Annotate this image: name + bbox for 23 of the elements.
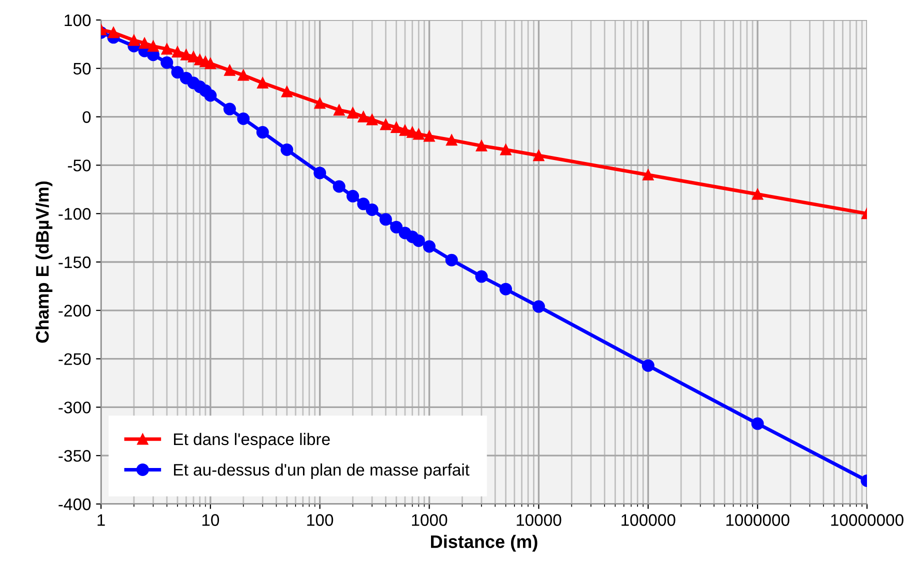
y-tick-label: 50 [73, 62, 91, 75]
y-tick-label: -400 [58, 498, 91, 510]
x-tick-label: 10000 [516, 514, 562, 526]
y-tick-label: -350 [58, 450, 91, 462]
legend-label: Et dans l'espace libre [174, 432, 330, 448]
y-axis-title: Champ E (dBµV/m) [36, 181, 52, 343]
x-tick-label: 10000000 [831, 514, 904, 526]
x-tick-label: 1 [98, 514, 105, 526]
x-tick-label: 1000000 [726, 514, 790, 526]
y-tick-label: 100 [64, 14, 91, 26]
x-tick-label: 10 [202, 514, 220, 526]
y-tick-label: -250 [58, 353, 91, 366]
y-tick-label: -50 [68, 160, 91, 172]
y-tick-label: 0 [82, 111, 91, 124]
y-tick-label: -100 [58, 208, 91, 220]
x-axis-title: Distance (m) [431, 534, 538, 552]
legend-label: Et au-dessus d'un plan de masse parfait [174, 463, 470, 479]
x-tick-label: 1000 [412, 514, 448, 526]
y-tick-label: -200 [58, 304, 91, 317]
y-tick-label: -300 [58, 402, 91, 414]
y-tick-label: -150 [58, 256, 91, 268]
x-tick-label: 100 [307, 514, 334, 526]
x-tick-label: 100000 [622, 514, 676, 526]
